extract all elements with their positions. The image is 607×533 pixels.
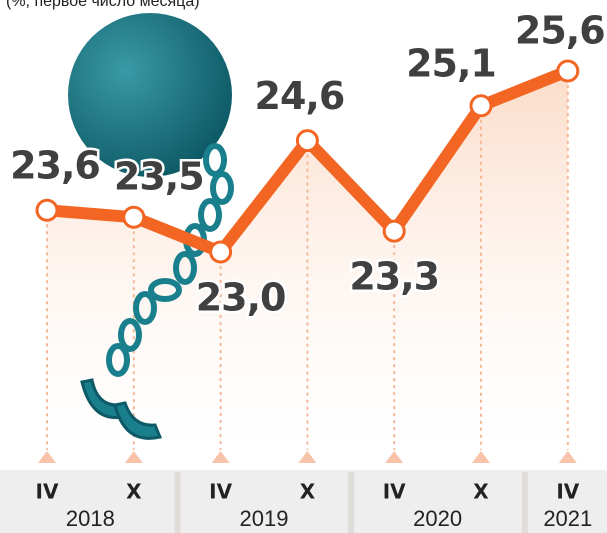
value-label: 23,5 xyxy=(114,155,204,199)
point xyxy=(556,59,580,83)
point xyxy=(35,198,59,222)
point xyxy=(122,205,146,229)
subtitle: (%, первое число месяца) xyxy=(6,0,200,10)
tick-triangle xyxy=(38,451,56,463)
point xyxy=(295,129,319,153)
x-tick-label: IV xyxy=(36,480,59,504)
x-tick-label: X xyxy=(300,480,316,504)
value-label: 23,6 xyxy=(10,144,100,188)
year-label: 2021 xyxy=(543,506,592,531)
tick-triangle xyxy=(472,451,490,463)
value-label: 24,6 xyxy=(255,74,345,118)
tick-triangle xyxy=(558,451,577,463)
x-tick-label: IV xyxy=(556,480,579,504)
tick-triangle xyxy=(124,451,143,463)
point xyxy=(469,94,493,118)
group-separator xyxy=(521,472,528,533)
group-separator xyxy=(348,472,355,533)
axis-band xyxy=(0,470,607,533)
year-label: 2018 xyxy=(66,506,115,531)
x-tick-label: X xyxy=(473,480,489,504)
point xyxy=(209,240,233,264)
value-label: 23,0 xyxy=(196,276,286,320)
ball-and-chain xyxy=(68,13,234,440)
value-label: 23,3 xyxy=(349,255,439,299)
x-tick-label: IV xyxy=(209,480,232,504)
group-separator xyxy=(174,472,181,533)
x-tick-label: IV xyxy=(383,480,406,504)
point xyxy=(382,219,406,243)
x-tick-label: X xyxy=(126,480,142,504)
tick-triangle xyxy=(298,451,317,463)
year-label: 2020 xyxy=(413,506,462,531)
year-label: 2019 xyxy=(240,506,289,531)
value-label: 25,6 xyxy=(515,9,605,53)
value-label: 25,1 xyxy=(406,41,496,85)
tick-triangle xyxy=(385,451,404,463)
tick-triangle xyxy=(211,451,230,463)
